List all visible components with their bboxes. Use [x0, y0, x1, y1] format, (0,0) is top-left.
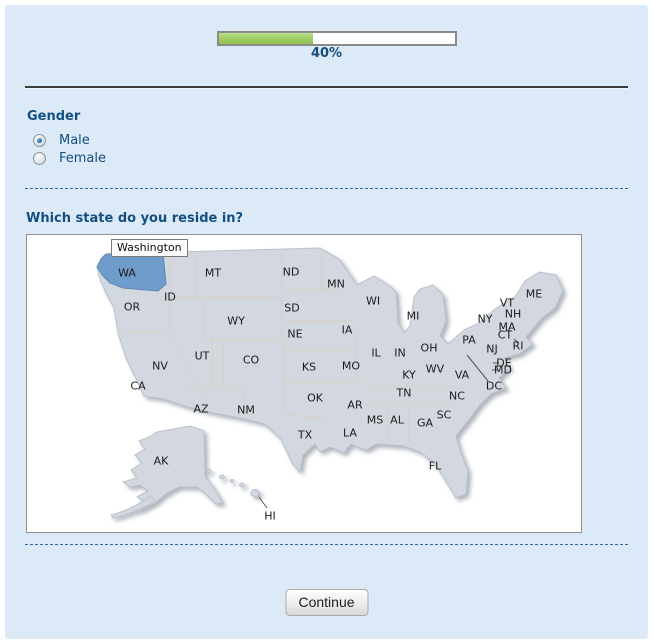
male-radio-label[interactable]: Male: [59, 133, 90, 148]
state-label-il[interactable]: IL: [371, 346, 381, 360]
female-radio-label[interactable]: Female: [59, 151, 107, 166]
state-label-ks[interactable]: KS: [301, 360, 317, 374]
state-label-nj[interactable]: NJ: [486, 342, 498, 356]
gender-option-female[interactable]: Female: [33, 148, 107, 166]
state-label-nv[interactable]: NV: [152, 359, 168, 373]
state-label-nm[interactable]: NM: [237, 403, 255, 417]
progress-percent: 40%: [310, 46, 343, 61]
section-divider: [25, 86, 628, 89]
gender-heading: Gender: [27, 109, 81, 124]
progress-bar: [217, 31, 457, 46]
us-map-graphic: [96, 247, 564, 519]
state-label-tx[interactable]: TX: [297, 428, 313, 442]
state-label-ca[interactable]: CA: [130, 379, 146, 393]
state-label-va[interactable]: VA: [454, 368, 470, 382]
state-label-wv[interactable]: WV: [425, 362, 445, 376]
hawaii-islands-shape[interactable]: [206, 468, 260, 498]
state-label-pa[interactable]: PA: [462, 333, 476, 347]
state-label-mt[interactable]: MT: [204, 266, 222, 280]
male-radio[interactable]: [33, 134, 46, 147]
state-label-ct[interactable]: CT: [497, 328, 513, 342]
state-borders: [117, 252, 457, 442]
us-mainland-shape[interactable]: [96, 247, 564, 499]
state-label-mn[interactable]: MN: [327, 277, 345, 291]
state-label-la[interactable]: LA: [343, 426, 357, 440]
state-label-mi[interactable]: MI: [406, 309, 420, 323]
gender-option-male[interactable]: Male: [33, 130, 90, 148]
state-label-me[interactable]: ME: [525, 287, 543, 301]
state-label-co[interactable]: CO: [242, 353, 260, 367]
state-label-ny[interactable]: NY: [477, 312, 493, 326]
state-label-ak[interactable]: AK: [153, 454, 169, 468]
state-label-ri[interactable]: RI: [512, 339, 524, 353]
state-label-ar[interactable]: AR: [347, 398, 363, 412]
us-state-map[interactable]: WA OR CA ID NV AZ UT MT WY CO NM ND SD NE KS OK TX MN IA MO…: [26, 234, 582, 533]
female-radio[interactable]: [33, 152, 46, 165]
state-label-nd[interactable]: ND: [282, 265, 300, 279]
state-label-wy[interactable]: WY: [227, 314, 245, 328]
state-label-ia[interactable]: IA: [341, 323, 353, 337]
continue-button[interactable]: Continue: [285, 589, 368, 616]
state-label-dc[interactable]: DC: [485, 379, 503, 393]
dashed-divider-bottom: [25, 544, 628, 545]
state-tooltip: Washington: [111, 239, 188, 257]
state-question-heading: Which state do you reside in?: [26, 211, 244, 226]
dashed-divider-top: [25, 188, 628, 189]
state-label-hi[interactable]: HI: [264, 509, 276, 523]
state-label-md[interactable]: MD: [494, 363, 512, 377]
state-label-or[interactable]: OR: [123, 300, 141, 314]
state-label-nh[interactable]: NH: [504, 307, 522, 321]
state-label-nc[interactable]: NC: [449, 389, 465, 403]
aleutian-tail-shape: [110, 495, 156, 519]
state-label-ms[interactable]: MS: [366, 413, 384, 427]
state-label-ma[interactable]: MA: [498, 320, 516, 334]
state-label-ok[interactable]: OK: [307, 391, 323, 405]
state-label-mo[interactable]: MO: [341, 359, 361, 373]
alaska-shape[interactable]: [121, 425, 224, 512]
state-label-ne[interactable]: NE: [287, 327, 303, 341]
state-label-de[interactable]: DE: [496, 356, 512, 370]
state-label-in[interactable]: IN: [394, 346, 406, 360]
state-label-ga[interactable]: GA: [416, 416, 434, 430]
label-callout-lines: [258, 338, 520, 509]
state-label-ky[interactable]: KY: [402, 368, 416, 382]
survey-panel: 40% Gender Male Female Which state do yo…: [5, 5, 648, 639]
washington-state-shape[interactable]: [96, 251, 167, 292]
state-label-wi[interactable]: WI: [365, 294, 381, 308]
state-label-oh[interactable]: OH: [420, 341, 438, 355]
state-label-sd[interactable]: SD: [284, 301, 300, 315]
state-label-tn[interactable]: TN: [396, 386, 412, 400]
state-label-id[interactable]: ID: [164, 290, 176, 304]
state-label-vt[interactable]: VT: [499, 296, 515, 310]
state-label-fl[interactable]: FL: [428, 459, 442, 473]
progress-bar-fill: [219, 33, 314, 44]
state-label-al[interactable]: AL: [390, 413, 404, 427]
state-label-ut[interactable]: UT: [194, 349, 210, 363]
state-label-az[interactable]: AZ: [193, 402, 209, 416]
state-label-sc[interactable]: SC: [436, 408, 452, 422]
state-label-wa[interactable]: WA: [118, 266, 136, 280]
